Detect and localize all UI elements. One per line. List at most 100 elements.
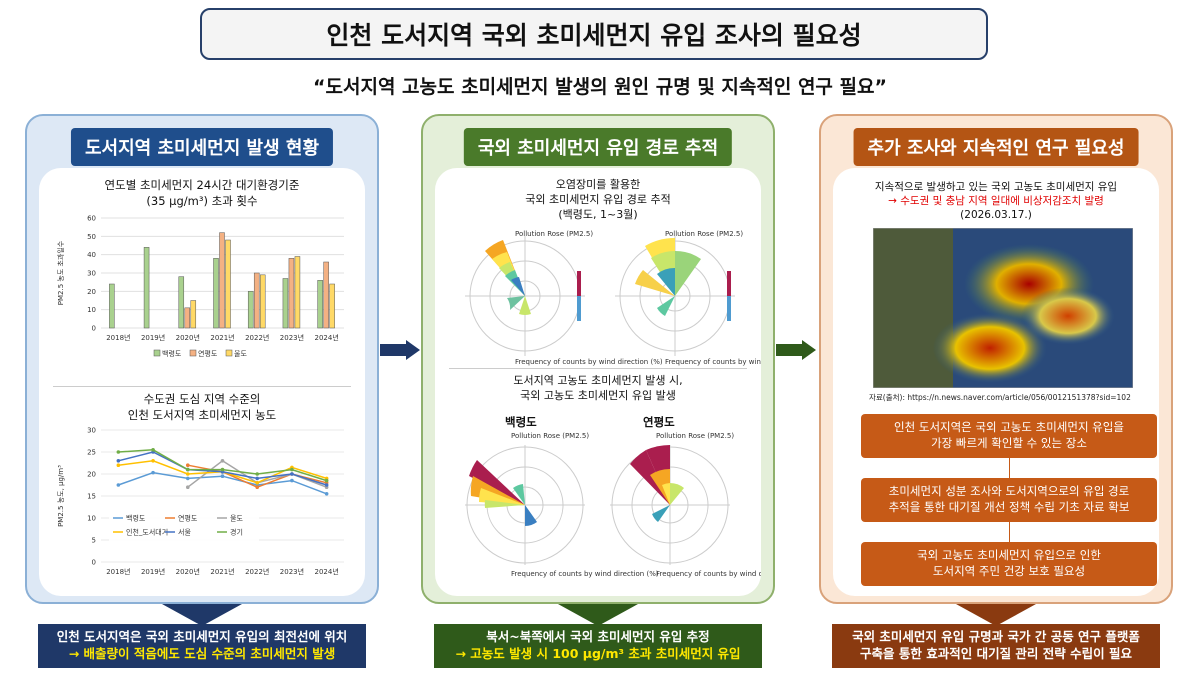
svg-text:Pollution Rose (PM2.5): Pollution Rose (PM2.5)	[515, 230, 593, 238]
arrow-down-2	[558, 604, 638, 626]
pollution-rose-top: Pollution Rose (PM2.5) Frequency of coun…	[465, 230, 761, 366]
data-point	[324, 478, 329, 483]
data-point	[185, 463, 190, 467]
data-point	[324, 483, 329, 487]
arrow-down-3	[956, 604, 1036, 626]
line-chart: 0 5 10 15 20 25 30 PM2.5 농도, μg/m³ 2018년 2019년 202…	[57, 427, 344, 576]
x-tick-label: 2023년	[280, 333, 304, 342]
column-research: 추가 조사와 지속적인 연구 필요성 지속적으로 발생하고 있는 국외 고농도 …	[819, 114, 1173, 604]
data-point	[116, 459, 121, 463]
image-source: 자료(출처): https://n.news.naver.com/article…	[869, 393, 1131, 402]
data-point	[185, 476, 190, 481]
research-header: 추가 조사와 지속적인 연구 필요성	[853, 128, 1139, 166]
satellite-image	[873, 228, 1133, 388]
arrow-right-2	[776, 340, 816, 360]
y-tick-label: 20	[87, 471, 96, 479]
y-tick-label: 60	[87, 215, 96, 223]
legend-label: 인천_도서대기	[126, 528, 168, 537]
bar-chart: 0 10 20 30 40 50 60 PM2.5 농도 초과일수 2018년 2019년 2020…	[56, 215, 344, 358]
bar	[190, 300, 197, 329]
divider	[53, 386, 351, 387]
data-point	[185, 485, 190, 489]
tracking-header: 국외 초미세먼지 유입 경로 추적	[463, 128, 733, 166]
svg-text:Frequency of counts by wind di: Frequency of counts by wind direction (%…	[515, 358, 663, 366]
bar	[282, 278, 289, 329]
y-axis-label: PM2.5 농도 초과일수	[56, 240, 65, 305]
bar	[184, 307, 191, 329]
data-point	[255, 476, 260, 481]
tracking-panel: 오염장미를 활용한 국외 초미세먼지 유입 경로 추적 (백령도, 1~3월) …	[435, 168, 761, 596]
status-header: 도서지역 초미세먼지 발생 현황	[70, 128, 334, 166]
y-tick-label: 50	[87, 233, 96, 241]
x-tick-label: 2018년	[106, 567, 130, 576]
status-panel: 연도별 초미세먼지 24시간 대기환경기준 (35 μg/m³) 초과 횟수 0…	[39, 168, 365, 596]
research-top-text: 지속적으로 발생하고 있는 국외 고농도 초미세먼지 유입 → 수도권 및 충남…	[874, 181, 1118, 222]
y-tick-label: 0	[92, 325, 96, 333]
bar	[259, 274, 266, 329]
legend-swatch	[153, 349, 161, 357]
x-tick-label: 2023년	[280, 567, 304, 576]
data-point	[220, 459, 225, 463]
research-footer: 국외 초미세먼지 유입 규명과 국가 간 공동 연구 플랫폼 구축을 통한 효과…	[832, 624, 1160, 668]
bar	[143, 247, 150, 329]
legend-label: 연평도	[178, 514, 198, 523]
bar	[329, 283, 335, 329]
y-tick-label: 0	[92, 559, 96, 567]
x-tick-label: 2024년	[315, 333, 339, 342]
x-tick-label: 2019년	[141, 567, 165, 576]
x-tick-label: 2021년	[210, 333, 234, 342]
bar	[178, 276, 185, 329]
column-status: 도서지역 초미세먼지 발생 현황 연도별 초미세먼지 24시간 대기환경기준 (…	[25, 114, 379, 604]
tracking-footer: 북서~북쪽에서 국외 초미세먼지 유입 추정 → 고농도 발생 시 100 μg…	[434, 624, 762, 668]
legend-label: 경기	[230, 528, 243, 537]
y-tick-label: 5	[92, 537, 96, 545]
bar	[288, 258, 295, 329]
data-point	[290, 472, 294, 476]
data-point	[255, 485, 260, 489]
y-tick-label: 25	[87, 449, 96, 457]
svg-text:Pollution Rose (PM2.5): Pollution Rose (PM2.5)	[656, 432, 734, 440]
y-tick-label: 15	[87, 493, 96, 501]
legend-label: 울도	[234, 350, 247, 358]
data-point	[290, 478, 294, 483]
pollution-rose-bottom: Pollution Rose (PM2.5) Frequency of coun…	[465, 432, 761, 578]
legend-label: 백령도	[126, 514, 146, 523]
bar	[247, 291, 254, 329]
bar	[219, 232, 225, 329]
data-point	[324, 492, 329, 496]
data-point	[151, 470, 155, 475]
x-tick-label: 2024년	[315, 567, 339, 576]
legend-label: 울도	[230, 515, 243, 523]
label-baengnyeong: 백령도	[505, 415, 537, 429]
data-point	[185, 467, 190, 472]
bar	[109, 283, 115, 329]
legend-swatch	[225, 349, 233, 357]
y-tick-label: 30	[87, 427, 96, 435]
bar	[253, 272, 260, 329]
need-box-2: 초미세먼지 성분 조사와 도서지역으로의 유입 경로 추적을 통한 대기질 개선 …	[861, 478, 1157, 522]
status-footer: 인천 도서지역은 국외 초미세먼지 유입의 최전선에 위치 → 배출량이 적음에…	[38, 624, 366, 668]
data-point	[116, 483, 121, 487]
bar	[317, 280, 323, 329]
legend-box	[109, 508, 259, 542]
connector	[1009, 458, 1010, 478]
bar	[213, 258, 219, 329]
data-point	[290, 467, 294, 472]
divider	[449, 368, 747, 369]
legend-label: 서울	[178, 528, 191, 537]
bar	[323, 261, 329, 329]
label-yeonpyeong: 연평도	[643, 415, 675, 429]
y-tick-label: 40	[87, 251, 96, 259]
legend-label: 백령도	[162, 349, 182, 358]
y-tick-label: 10	[87, 306, 96, 314]
legend-label: 연평도	[198, 349, 218, 358]
svg-text:Frequency of counts by wind di: Frequency of counts by wind direction (%…	[665, 358, 761, 366]
main-title: 인천 도서지역 국외 초미세먼지 유입 조사의 필요성	[200, 8, 988, 60]
data-point	[151, 459, 155, 463]
x-tick-label: 2020년	[176, 567, 200, 576]
connector	[1009, 522, 1010, 542]
data-point	[255, 481, 260, 485]
x-tick-label: 2020년	[176, 333, 200, 342]
bar	[225, 239, 231, 329]
need-box-1: 인천 도서지역은 국외 고농도 초미세먼지 유입을 가장 빠르게 확인할 수 있는…	[861, 414, 1157, 458]
